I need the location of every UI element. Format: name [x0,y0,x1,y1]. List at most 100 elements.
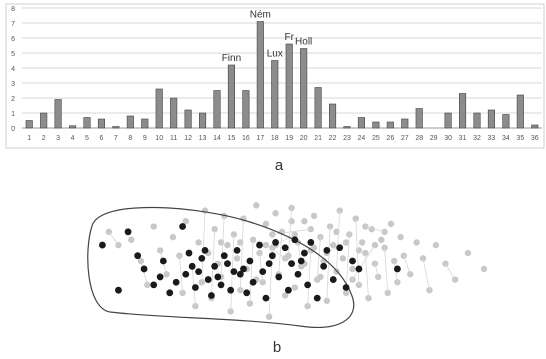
network-edge [326,226,331,301]
network-edge [220,215,225,277]
scatter-point-dark [150,281,158,289]
x-tick-label: 26 [386,135,394,142]
x-tick-label: 15 [228,135,236,142]
bar [357,117,365,129]
bar [97,118,105,129]
scatter-point-light [291,284,298,291]
x-tick-label: 31 [459,135,467,142]
y-tick-label: 1 [11,111,15,118]
x-tick-label: 13 [199,135,207,142]
scatter-point-dark [246,257,254,265]
network-edge [316,237,321,280]
network-edge [364,253,369,299]
scatter-point-light [195,239,202,246]
scatter-point-dark [323,246,331,254]
bar [199,112,207,129]
y-tick-label: 0 [11,126,15,133]
network-edge [140,260,148,285]
bar [69,125,77,129]
bar [112,126,120,129]
scatter-point-dark [236,270,244,278]
bar [40,112,48,129]
scatter-point-dark [191,284,199,291]
scatter-point-dark [297,257,305,265]
network-edge [345,234,350,293]
scatter-point-dark [172,278,180,286]
x-tick-label: 35 [516,135,524,142]
network-edge [249,239,254,304]
bar [459,93,467,129]
x-tick-label: 11 [170,135,177,142]
scatter-point-light [182,218,189,225]
network-edge [239,218,244,291]
scatter-point-light [362,223,369,230]
scatter-point-light [269,231,276,238]
scatter-point-dark [240,265,247,273]
bar [155,88,163,129]
y-tick-label: 5 [11,51,15,58]
scatter-point-dark [262,294,270,302]
network-edge [259,252,264,283]
scatter-point-dark [336,244,344,252]
x-tick-label: 12 [184,135,192,142]
scatter-point-dark [124,228,132,236]
scatter-point-light [333,228,340,236]
bar [531,124,539,129]
network-edge [403,255,411,275]
bar [401,118,409,129]
scatter-point-light [288,218,295,225]
scatter-point-light [317,273,324,281]
network-edge [272,228,311,235]
x-tick-label: 36 [531,135,539,142]
bar [516,94,524,129]
bar [256,21,264,129]
scatter-point-dark [195,268,203,276]
bar [487,109,495,129]
scatter-point-dark [230,268,238,276]
x-tick-label: 5 [85,135,89,142]
network-edge [307,250,312,307]
network-edge [384,247,389,293]
x-tick-label: 6 [99,135,103,142]
network-edge [352,244,376,280]
bar [300,48,308,129]
x-tick-label: 17 [256,135,264,142]
network-edge [278,231,283,275]
network-edge [178,255,183,293]
x-tick-label: 1 [27,135,31,142]
scatter-point-dark [355,265,363,273]
scatter-point-dark [256,241,263,249]
y-tick-label: 3 [11,81,15,88]
scatter-point-dark [188,262,196,270]
bar-annotation: Ném [250,10,271,21]
scatter-point-dark [201,246,209,254]
bar [54,99,62,129]
scatter-point-dark [268,252,276,260]
x-tick-label: 21 [314,135,322,142]
scatter-point-dark [265,260,273,268]
bar [473,112,481,129]
scatter-point-dark [233,246,241,254]
scatter-point-light [253,202,260,209]
x-tick-label: 7 [114,135,118,142]
scatter-point-light [169,233,177,241]
bar [170,97,178,129]
scatter-point-dark [217,281,225,289]
bar [242,90,250,129]
network-edge [445,263,456,280]
scatter-point-light [301,218,308,225]
scatter-point-dark [198,254,206,262]
scatter-point-dark [166,289,174,297]
scatter-point-dark [313,294,321,302]
bar [213,90,221,129]
scatter-point-dark [227,286,235,294]
bar [25,120,33,129]
network-edge [265,244,286,259]
scatter-point-dark [291,236,299,244]
scatter-point-dark [275,273,283,281]
scatter-point-dark [307,239,315,246]
x-tick-label: 23 [343,135,351,142]
x-tick-label: 10 [155,135,163,142]
x-tick-label: 24 [358,135,366,142]
x-tick-label: 4 [71,135,75,142]
